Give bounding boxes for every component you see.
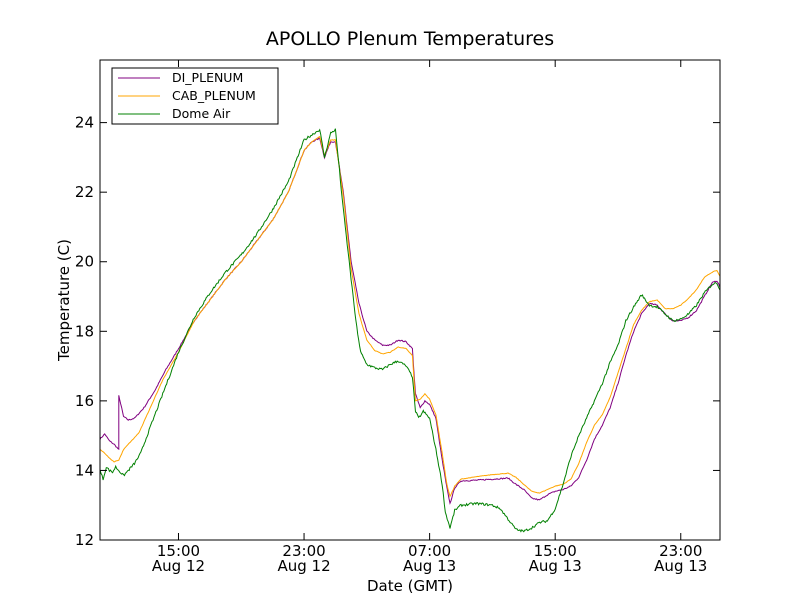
- legend-label-dome-air: Dome Air: [172, 106, 231, 121]
- series-line-dome-air: [100, 128, 720, 533]
- x-tick-label-date: Aug 13: [654, 557, 707, 575]
- chart-title: APOLLO Plenum Temperatures: [266, 28, 554, 50]
- x-tick-label-date: Aug 13: [403, 557, 456, 575]
- y-axis: 12 14 16 18 20 22 24: [75, 114, 720, 549]
- y-axis-title: Temperature (C): [55, 239, 73, 362]
- y-tick-label: 20: [75, 253, 94, 271]
- series-layer: [100, 128, 720, 533]
- x-tick-label-time: 15:00: [534, 542, 577, 560]
- x-tick-label-time: 15:00: [157, 542, 200, 560]
- y-tick-label: 22: [75, 183, 94, 201]
- series-line-cab-plenum: [100, 135, 720, 498]
- x-tick-label-date: Aug 12: [152, 557, 205, 575]
- x-tick-label-date: Aug 12: [277, 557, 330, 575]
- x-tick-label-time: 23:00: [282, 542, 325, 560]
- y-tick-label: 18: [75, 322, 94, 340]
- series-line-di-plenum: [100, 137, 720, 505]
- legend-label-di-plenum: DI_PLENUM: [172, 70, 243, 85]
- y-tick-label: 14: [75, 461, 94, 479]
- legend: DI_PLENUM CAB_PLENUM Dome Air: [111, 67, 279, 125]
- y-tick-label: 12: [75, 531, 94, 549]
- legend-label-cab-plenum: CAB_PLENUM: [172, 88, 256, 103]
- x-tick-label-date: Aug 13: [529, 557, 582, 575]
- x-tick-label-time: 23:00: [659, 542, 702, 560]
- x-tick-label-time: 07:00: [408, 542, 451, 560]
- plot-frame: [99, 59, 721, 541]
- y-tick-label: 24: [75, 114, 94, 132]
- x-axis-title: Date (GMT): [367, 577, 453, 595]
- y-tick-label: 16: [75, 392, 94, 410]
